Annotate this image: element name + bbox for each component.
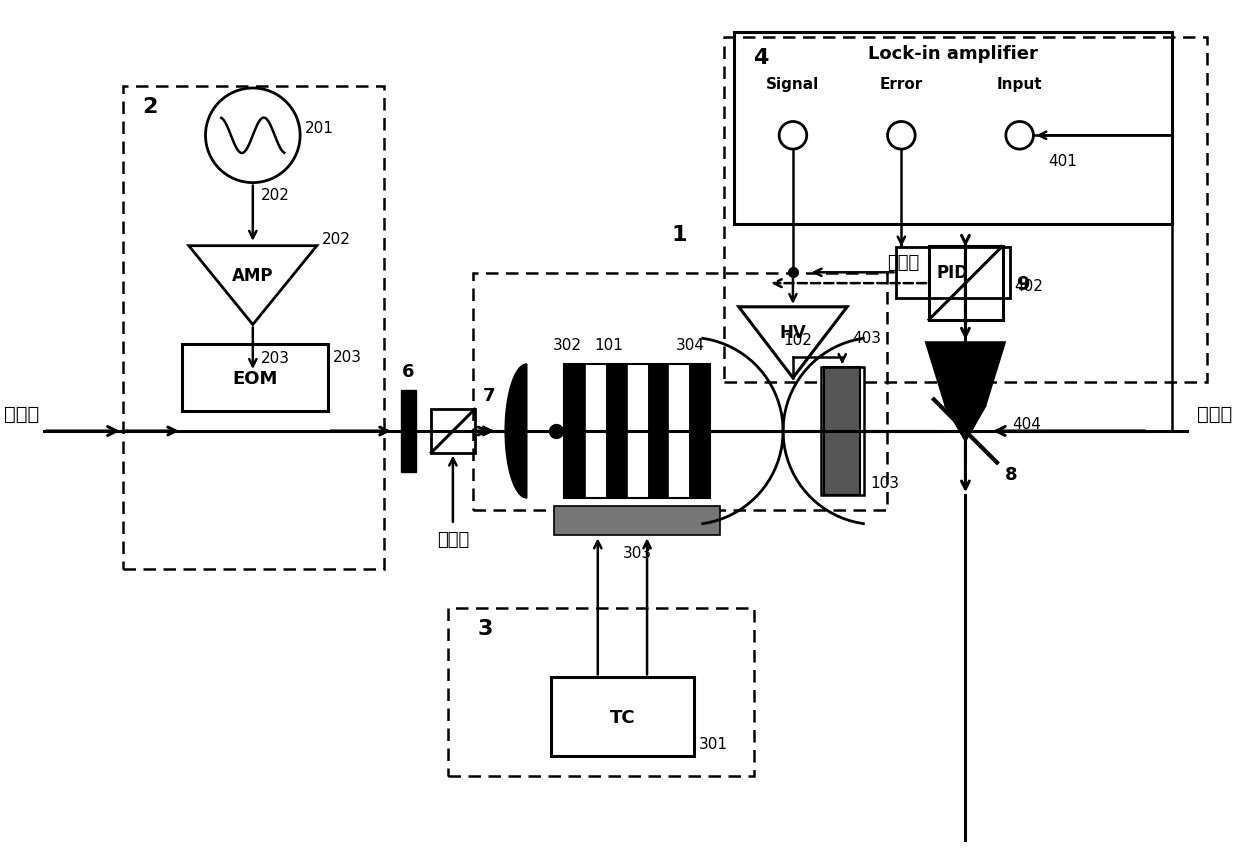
Text: 103: 103 <box>870 475 898 491</box>
Text: 压缩光: 压缩光 <box>887 254 919 272</box>
Text: 9: 9 <box>1017 275 1030 294</box>
Text: 302: 302 <box>553 338 581 353</box>
Text: 辅助光: 辅助光 <box>4 405 38 424</box>
Text: 101: 101 <box>595 338 623 353</box>
Text: 401: 401 <box>1048 154 1077 169</box>
Bar <box>669 364 689 499</box>
Text: 6: 6 <box>403 362 415 381</box>
Text: 3: 3 <box>477 618 493 639</box>
Text: HV: HV <box>779 324 807 342</box>
Text: 402: 402 <box>1015 279 1043 294</box>
Bar <box>929 246 1002 320</box>
Text: AMP: AMP <box>232 267 274 285</box>
Polygon shape <box>506 364 527 499</box>
Polygon shape <box>945 407 985 442</box>
Text: 303: 303 <box>623 546 652 561</box>
Text: 7: 7 <box>482 387 494 405</box>
Text: 202: 202 <box>322 232 351 246</box>
Polygon shape <box>400 390 416 473</box>
Bar <box>182 345 328 412</box>
Bar <box>554 506 720 536</box>
Text: PID: PID <box>937 264 969 282</box>
Text: TC: TC <box>610 708 636 726</box>
Bar <box>689 364 710 499</box>
Text: 301: 301 <box>699 736 729 752</box>
Text: 102: 102 <box>783 333 812 348</box>
Text: 203: 203 <box>332 350 362 365</box>
Text: Error: Error <box>880 77 923 92</box>
Polygon shape <box>926 343 1005 407</box>
Text: Input: Input <box>997 77 1042 92</box>
Bar <box>627 364 648 499</box>
Text: 201: 201 <box>305 121 335 136</box>
Bar <box>431 410 475 453</box>
Text: 泵浦光: 泵浦光 <box>1197 405 1233 424</box>
Bar <box>733 33 1172 225</box>
Bar <box>551 678 694 756</box>
Text: Signal: Signal <box>766 77 819 92</box>
Text: 404: 404 <box>1012 417 1042 431</box>
Bar <box>564 364 585 499</box>
Text: Lock-in amplifier: Lock-in amplifier <box>867 45 1037 63</box>
Text: 1: 1 <box>672 225 688 245</box>
Bar <box>897 247 1010 299</box>
Text: 202: 202 <box>260 188 290 202</box>
Text: 4: 4 <box>753 47 769 67</box>
Text: 2: 2 <box>142 96 157 117</box>
Bar <box>824 368 860 495</box>
Bar <box>648 364 669 499</box>
Bar <box>820 368 864 495</box>
Text: 8: 8 <box>1005 466 1017 484</box>
Text: 模拟光: 模拟光 <box>437 530 470 548</box>
Text: 304: 304 <box>676 338 705 353</box>
Bar <box>564 364 710 499</box>
Text: EOM: EOM <box>232 369 278 387</box>
Bar <box>606 364 627 499</box>
Text: 403: 403 <box>852 331 881 345</box>
Bar <box>585 364 606 499</box>
Text: 203: 203 <box>260 350 290 365</box>
